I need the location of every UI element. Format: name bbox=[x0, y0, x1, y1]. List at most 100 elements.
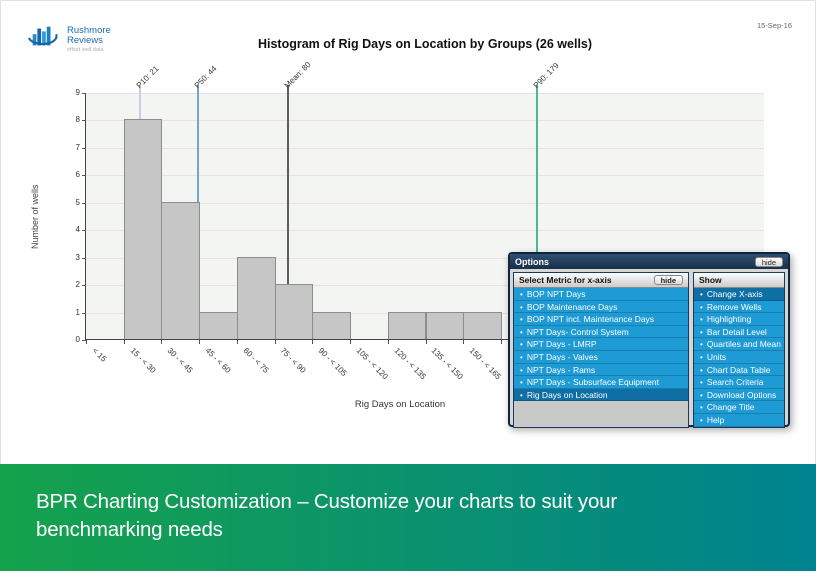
gridline bbox=[86, 285, 764, 287]
x-tick-label: < 15 bbox=[90, 346, 109, 364]
x-axis-tick bbox=[312, 340, 314, 344]
y-tick-label: 6 bbox=[75, 170, 80, 180]
chart-title: Histogram of Rig Days on Location by Gro… bbox=[257, 37, 593, 51]
y-tick-label: 0 bbox=[75, 335, 80, 344]
metric-item[interactable]: • NPT Days - LMRP bbox=[514, 338, 688, 351]
y-axis-tick bbox=[82, 312, 86, 314]
bullet-icon: • bbox=[520, 390, 523, 400]
options-panel-title: Options bbox=[515, 256, 549, 267]
options-panel-body: Select Metric for x-axis hide • BOP NPT D… bbox=[510, 269, 788, 431]
y-tick-label: 7 bbox=[75, 142, 80, 152]
histogram-bar[interactable] bbox=[425, 311, 465, 339]
ref-line-label: P50: 44 bbox=[192, 64, 219, 90]
x-tick-label: 135 - < 150 bbox=[429, 346, 466, 382]
bullet-icon: • bbox=[700, 315, 703, 325]
ref-line bbox=[536, 85, 539, 339]
x-axis-tick bbox=[199, 340, 201, 344]
show-item[interactable]: • Quartiles and Mean bbox=[694, 338, 784, 351]
gridline bbox=[86, 120, 764, 122]
metric-item[interactable]: • NPT Days - Subsurface Equipment bbox=[514, 376, 688, 389]
rushmore-logo: Rushmore Reviews offset well data bbox=[24, 22, 111, 57]
bullet-icon: • bbox=[700, 403, 703, 413]
bullet-icon: • bbox=[700, 390, 703, 400]
bullet-icon: • bbox=[520, 365, 523, 375]
y-axis-tick bbox=[82, 93, 86, 94]
show-column-header: Show bbox=[694, 273, 784, 288]
y-axis-tick bbox=[82, 257, 86, 259]
metric-item[interactable]: • NPT Days- Control System bbox=[514, 325, 688, 339]
bullet-icon: • bbox=[700, 327, 703, 337]
ref-line-label: P90: 179 bbox=[531, 60, 561, 90]
metric-item[interactable]: • NPT Days - Valves bbox=[514, 350, 688, 364]
metric-item[interactable]: • BOP Maintenance Days bbox=[514, 300, 688, 314]
bullet-icon: • bbox=[520, 315, 523, 325]
x-tick-label: 90 - < 105 bbox=[316, 346, 349, 378]
y-tick-label: 3 bbox=[75, 252, 80, 262]
y-tick-label: 2 bbox=[75, 280, 80, 290]
x-axis-tick bbox=[236, 340, 238, 344]
bullet-icon: • bbox=[700, 302, 703, 312]
y-tick-label: 8 bbox=[75, 115, 80, 125]
y-axis-tick bbox=[82, 230, 86, 232]
gridline bbox=[86, 202, 764, 204]
bullet-icon: • bbox=[700, 340, 703, 350]
histogram-bar[interactable] bbox=[312, 311, 352, 339]
histogram-bar[interactable] bbox=[463, 311, 502, 339]
show-item[interactable]: • Change X-axis bbox=[694, 288, 784, 301]
ref-line-label: P10: 21 bbox=[134, 64, 161, 90]
histogram-bar[interactable] bbox=[236, 256, 276, 339]
y-tick-label: 5 bbox=[75, 197, 80, 207]
show-item[interactable]: • Search Criteria bbox=[694, 376, 784, 389]
options-hide-button[interactable]: hide bbox=[754, 256, 783, 267]
y-axis-title: Number of wells bbox=[30, 184, 40, 249]
histogram-bar[interactable] bbox=[161, 201, 201, 339]
show-item[interactable]: • Units bbox=[694, 350, 784, 364]
y-axis-tick bbox=[82, 175, 86, 177]
x-axis-tick bbox=[161, 340, 163, 344]
footer-banner: BPR Charting Customization – Customize y… bbox=[0, 464, 816, 571]
metric-item[interactable]: • NPT Days - Rams bbox=[514, 363, 688, 377]
date-label: 15-Sep-16 bbox=[756, 21, 792, 30]
options-panel: Options hide Select Metric for x-axis hi… bbox=[508, 252, 790, 428]
y-tick-label: 1 bbox=[75, 307, 80, 317]
bullet-icon: • bbox=[520, 290, 523, 299]
metric-item[interactable]: • BOP NPT Days bbox=[514, 288, 688, 301]
show-column: Show • Change X-axis • Remove Wells • Highlig… bbox=[693, 272, 785, 428]
show-item[interactable]: • Bar Detail Level bbox=[694, 325, 784, 339]
histogram-bar[interactable] bbox=[123, 119, 163, 339]
x-tick-label: 120 - < 135 bbox=[392, 346, 428, 382]
gridline bbox=[86, 257, 764, 259]
show-item[interactable]: • Chart Data Table bbox=[694, 363, 784, 377]
show-item-list: • Change X-axis • Remove Wells • Highlighting… bbox=[694, 288, 784, 427]
x-axis-tick bbox=[123, 340, 125, 344]
histogram-bar[interactable] bbox=[387, 311, 427, 339]
x-axis-tick bbox=[387, 340, 389, 344]
logo-name-line2: Reviews bbox=[67, 35, 103, 46]
metric-item[interactable]: • BOP NPT incl. Maintenance Days bbox=[514, 313, 688, 326]
x-tick-label: 60 - < 75 bbox=[241, 346, 271, 375]
show-item[interactable]: • Help bbox=[694, 413, 784, 427]
show-item[interactable]: • Highlighting bbox=[694, 313, 784, 326]
show-item[interactable]: • Remove Wells bbox=[694, 300, 784, 314]
x-axis-tick bbox=[500, 340, 502, 344]
ref-line-label: Mean: 80 bbox=[282, 60, 313, 90]
show-item[interactable]: • Download Options bbox=[694, 388, 784, 402]
gridline bbox=[86, 93, 764, 94]
show-item[interactable]: • Change Title bbox=[694, 401, 784, 414]
x-axis-tick bbox=[86, 340, 87, 344]
metric-column-hide-button[interactable]: hide bbox=[653, 275, 683, 285]
x-axis-tick bbox=[350, 340, 352, 344]
histogram-bar[interactable] bbox=[274, 284, 314, 339]
bullet-icon: • bbox=[520, 340, 523, 350]
rushmore-logo-text: Rushmore Reviews offset well data bbox=[67, 26, 111, 54]
bullet-icon: • bbox=[700, 365, 703, 375]
bullet-icon: • bbox=[700, 290, 703, 299]
x-axis-tick bbox=[274, 340, 276, 344]
x-tick-label: 45 - < 60 bbox=[203, 346, 233, 375]
gridline bbox=[86, 147, 764, 149]
y-axis-tick bbox=[82, 120, 86, 122]
histogram-bar[interactable] bbox=[199, 311, 238, 339]
metric-item[interactable]: • Rig Days on Location bbox=[514, 388, 688, 402]
y-axis-tick bbox=[82, 285, 86, 287]
